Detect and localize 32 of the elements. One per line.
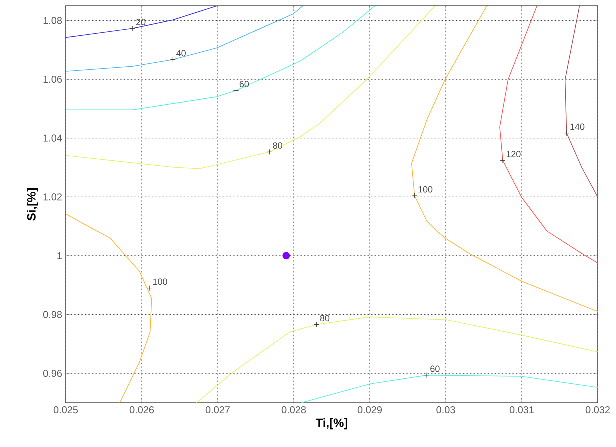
x-tick-label: 0.029 — [358, 406, 382, 414]
annotation: 140 — [570, 124, 585, 130]
line-series — [66, 6, 218, 38]
y-tick-label: 0.98 — [43, 311, 62, 318]
x-tick-label: 0.028 — [282, 406, 306, 414]
y-tick-label: 1.04 — [44, 134, 62, 142]
x-axis-title: Ti,[%] — [316, 418, 348, 430]
annotation: 80 — [273, 142, 283, 149]
line-series — [66, 6, 304, 72]
annotation: 100 — [418, 186, 433, 193]
annotation: 120 — [506, 151, 521, 158]
y-tick-label: 1.08 — [44, 17, 62, 24]
y-tick-label: 1 — [58, 252, 62, 260]
annotation: 80 — [320, 315, 330, 322]
y-tick-label: 0.96 — [43, 370, 62, 378]
x-tick-label: 0.025 — [54, 406, 78, 414]
annotation: 20 — [136, 19, 146, 26]
line-series — [564, 6, 598, 196]
line-series — [500, 6, 598, 264]
annotation: 60 — [240, 81, 250, 88]
x-tick-label: 0.027 — [206, 406, 230, 414]
annotation: 100 — [153, 278, 168, 286]
x-tick-label: 0.032 — [586, 406, 610, 414]
x-tick-label: 0.026 — [130, 406, 154, 414]
point — [282, 252, 290, 260]
y-axis-title: Si,[%] — [27, 188, 38, 221]
y-tick-label: 1.06 — [44, 76, 62, 84]
x-tick-label: 0.031 — [510, 406, 534, 414]
y-tick-label: 1.02 — [44, 194, 62, 201]
x-tick-label: 0.03 — [436, 406, 456, 414]
annotation: 40 — [176, 50, 186, 57]
annotation: 60 — [430, 366, 440, 372]
